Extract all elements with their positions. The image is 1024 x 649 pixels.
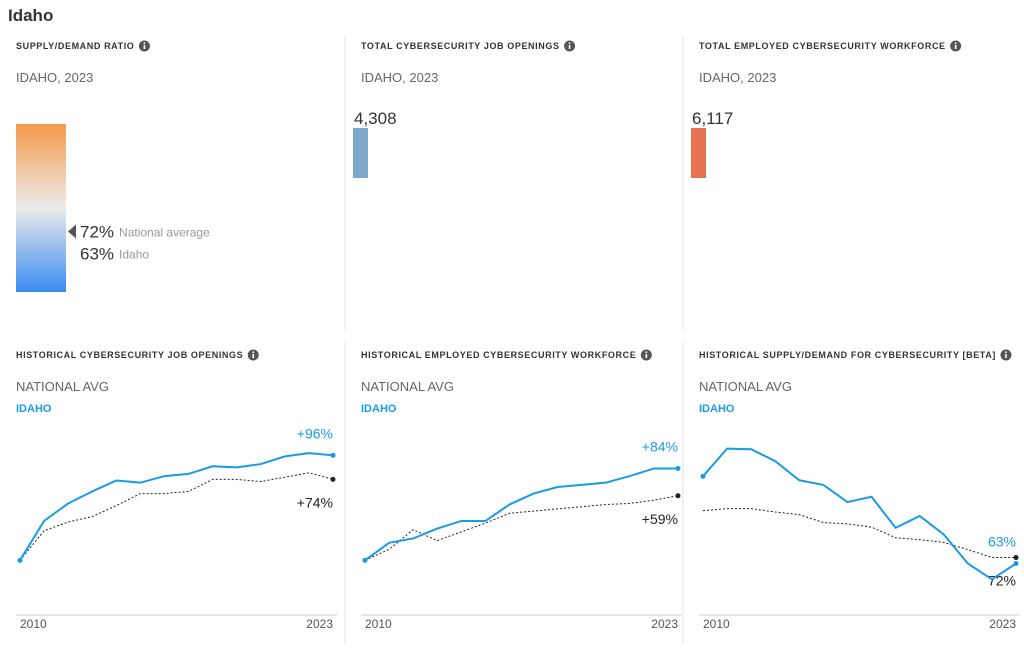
panel-subtitle: IDAHO, 2023 [16, 70, 93, 85]
info-icon-glyph [1005, 354, 1007, 358]
series-point [330, 452, 336, 458]
series-point [1013, 555, 1019, 561]
series-line [702, 508, 1016, 559]
info-icon-dot [954, 42, 957, 45]
series-point [675, 465, 681, 471]
kpi-value: 4,308 [354, 109, 397, 128]
end-label: +74% [297, 494, 333, 510]
info-icon-glyph [954, 45, 957, 49]
x-tick-label: 2023 [989, 617, 1016, 631]
x-tick-label: 2023 [651, 617, 678, 631]
info-icon-dot [645, 351, 648, 354]
series-line [19, 472, 334, 561]
x-tick-label: 2010 [703, 617, 730, 631]
kpi-value: 6,117 [692, 109, 733, 128]
legend-entry: NATIONAL AVG [361, 379, 454, 394]
panel-title: HISTORICAL CYBERSECURITY JOB OPENINGS [16, 350, 243, 360]
info-icon-glyph [252, 354, 255, 358]
series-point [675, 493, 681, 499]
series-point [330, 476, 336, 482]
end-label: +96% [297, 425, 333, 441]
x-tick-label: 2010 [365, 617, 392, 631]
panel-title: TOTAL EMPLOYED CYBERSECURITY WORKFORCE [699, 41, 946, 51]
series-line [364, 467, 678, 562]
series-point [17, 557, 23, 563]
panel-subtitle: IDAHO, 2023 [361, 70, 438, 85]
legend-entry: NATIONAL AVG [16, 379, 109, 394]
legend-entry: IDAHO [16, 403, 52, 415]
series-point [362, 557, 368, 563]
end-label: +59% [642, 511, 678, 527]
x-tick-label: 2023 [306, 617, 333, 631]
marker-value: 72% [80, 223, 114, 242]
marker-name: Idaho [119, 248, 149, 262]
info-icon-glyph [143, 45, 146, 49]
info-icon-glyph [645, 354, 648, 358]
series-line [364, 495, 679, 561]
legend-entry: IDAHO [699, 403, 735, 415]
panel-subtitle: IDAHO, 2023 [699, 70, 776, 85]
end-label: 63% [988, 533, 1016, 549]
gauge-marker [68, 224, 76, 239]
legend-entry: NATIONAL AVG [699, 379, 792, 394]
gauge-bar [16, 124, 66, 292]
series-line [702, 447, 1017, 581]
marker-name: National average [119, 226, 210, 240]
legend-entry: IDAHO [361, 403, 397, 415]
info-icon-glyph [568, 45, 571, 49]
panel-title: HISTORICAL SUPPLY/DEMAND FOR CYBERSECURI… [699, 350, 996, 360]
series-line [19, 452, 334, 561]
end-label: 72% [988, 573, 1016, 589]
end-label: +84% [642, 438, 678, 454]
panel-title: TOTAL CYBERSECURITY JOB OPENINGS [361, 41, 560, 51]
series-point [1013, 560, 1019, 566]
series-point [700, 473, 706, 479]
x-tick-label: 2010 [20, 617, 47, 631]
info-icon-dot [568, 42, 571, 45]
panel-title: SUPPLY/DEMAND RATIO [16, 41, 134, 51]
kpi-bar [353, 128, 368, 178]
marker-value: 63% [80, 245, 114, 264]
kpi-bar [691, 128, 706, 178]
page-title: Idaho [8, 6, 53, 25]
info-icon-dot [1005, 351, 1007, 354]
info-icon-dot [143, 42, 146, 45]
info-icon-dot [252, 351, 255, 354]
panel-title: HISTORICAL EMPLOYED CYBERSECURITY WORKFO… [361, 350, 636, 360]
